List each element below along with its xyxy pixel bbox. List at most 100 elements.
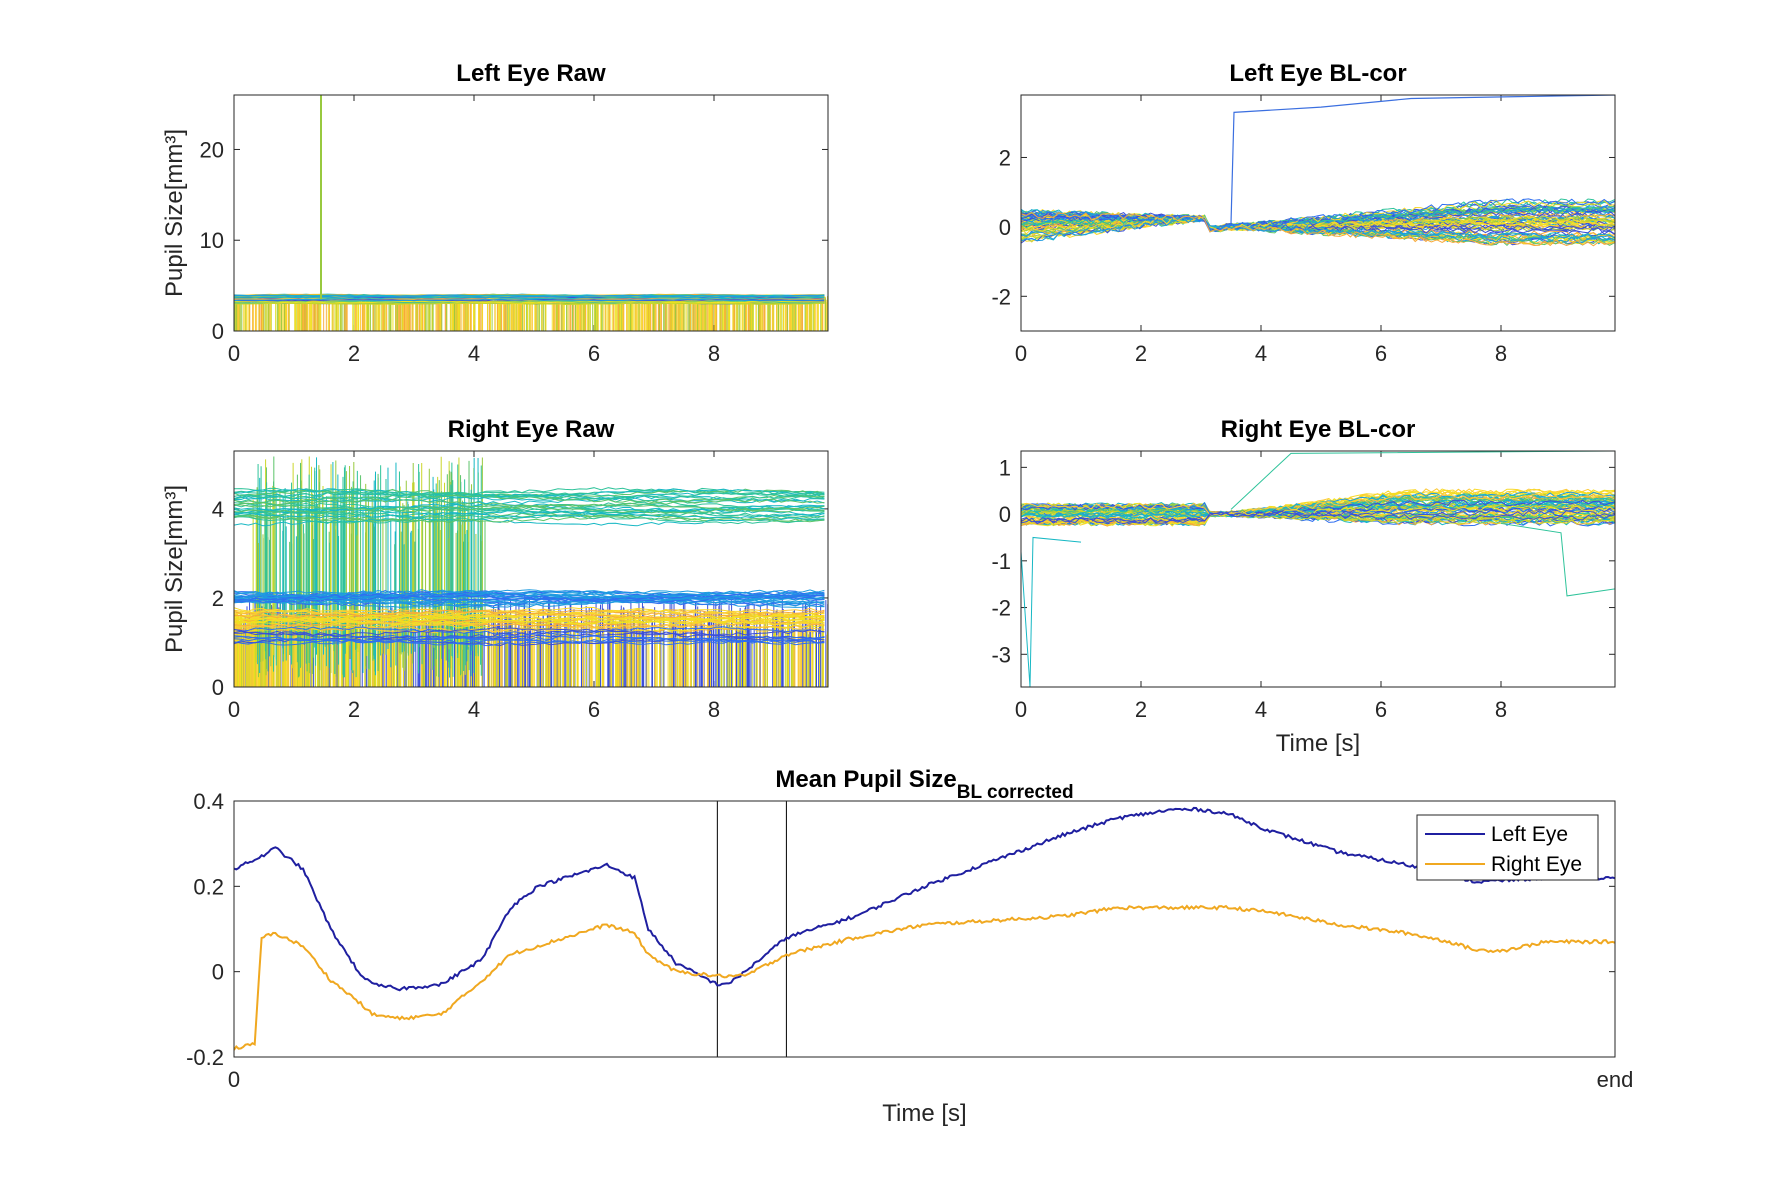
trace-line: [1021, 214, 1615, 239]
trace-line: [234, 505, 825, 514]
legend: Left Eye Right Eye: [1416, 814, 1599, 881]
trace-line: [1021, 216, 1615, 239]
traces: [234, 456, 828, 687]
chart-title: Right Eye Raw: [448, 416, 615, 443]
y-axis-label: Pupil Size[mm³]: [161, 485, 188, 653]
legend-box: [1416, 814, 1599, 881]
trace-line: [234, 610, 825, 620]
trace-line: [234, 623, 825, 634]
trace-line: [234, 488, 825, 498]
plot-area: [1021, 95, 1615, 331]
trace-line: [234, 300, 825, 304]
x-tick-label: 0: [228, 341, 240, 366]
trace-line: [1021, 207, 1615, 238]
trace-line: [234, 294, 825, 298]
trace-line: [234, 593, 825, 604]
trace-line: [234, 624, 825, 634]
chart-title-subscript: BL corrected: [957, 782, 1074, 803]
trace-line: [234, 298, 825, 302]
trace-line: [1021, 199, 1615, 235]
x-tick-label: 4: [468, 341, 480, 366]
trace-line: [1021, 491, 1615, 518]
x-tick-label: 0: [1015, 697, 1027, 722]
y-tick-label: 0: [212, 960, 224, 985]
x-tick-label: 2: [1135, 341, 1147, 366]
trace-outlier: [1500, 522, 1615, 597]
x-tick-label: 6: [588, 697, 600, 722]
trace-line: [234, 491, 825, 501]
trace-line: [234, 609, 825, 619]
x-tick-label: 2: [348, 697, 360, 722]
x-tick-label: 6: [1375, 697, 1387, 722]
x-tick-label: end: [1597, 1067, 1634, 1092]
y-tick-label: 1: [999, 455, 1011, 480]
subplot-left-eye-blcor: Left Eye BL-cor 0 2 4 6 8 -2 0 2: [991, 60, 1616, 366]
trace-line: [1021, 503, 1615, 517]
trace-outlier: [1218, 95, 1615, 228]
x-tick-label: 8: [708, 341, 720, 366]
trace-line: [1021, 211, 1615, 247]
trace-line: [234, 517, 825, 527]
y-tick-label: 20: [200, 137, 224, 162]
x-tick-label: 8: [708, 697, 720, 722]
trace-line: [234, 296, 825, 300]
y-tick-label: 0: [212, 319, 224, 344]
x-tick-label: 6: [588, 341, 600, 366]
y-tick-label: 4: [212, 497, 224, 522]
y-tick-label: 0: [212, 675, 224, 700]
chart-title: Mean Pupil SizeBL corrected: [775, 766, 1073, 803]
trace-line: [234, 294, 825, 297]
y-tick-label: 0: [999, 502, 1011, 527]
x-tick-label: 0: [228, 697, 240, 722]
subplot-left-eye-raw: Left Eye Raw 0 2 4 6 8 0 10 20 Pupil Size[mm³]: [161, 60, 829, 366]
trace-line: [234, 508, 825, 519]
trace-line: [234, 590, 825, 599]
y-tick-label: -2: [991, 284, 1011, 309]
trace-line: [234, 507, 825, 517]
trace-line: [234, 510, 825, 519]
y-tick-label: -2: [991, 596, 1011, 621]
trace-outlier: [1230, 451, 1615, 510]
chart-title: Right Eye BL-cor: [1221, 416, 1416, 443]
trace-outlier: [1021, 536, 1082, 687]
traces: [234, 95, 828, 331]
subplot-right-eye-raw: Right Eye Raw 0 2 4 6 8 0 2 4 Pupil Size[mm³]: [161, 416, 829, 722]
x-tick-label: 2: [348, 341, 360, 366]
y-tick-label: -0.2: [186, 1045, 224, 1070]
x-tick-label: 6: [1375, 341, 1387, 366]
axes-frame: [233, 800, 1616, 1058]
trace-line: [1021, 511, 1615, 525]
subplot-right-eye-blcor: Right Eye BL-cor 0 2 4 6 8 -3 -2 -1 0 1 Time [s]: [991, 416, 1616, 757]
y-tick-label: 2: [999, 145, 1011, 170]
y-axis-label: Pupil Size[mm³]: [161, 129, 188, 297]
trace-line: [234, 498, 825, 508]
plot-area: [234, 801, 1615, 1057]
y-tick-label: 10: [200, 228, 224, 253]
x-tick-label: 2: [1135, 697, 1147, 722]
legend-label: Left Eye: [1491, 823, 1568, 846]
trace-line: [1021, 501, 1615, 520]
trace-line: [1021, 216, 1615, 242]
y-tick-label: 0.2: [193, 874, 224, 899]
axes-frame: [1020, 94, 1616, 332]
trace-line: [234, 503, 825, 513]
trace-line: [1021, 493, 1615, 516]
x-tick-label: 8: [1495, 341, 1507, 366]
trace-line: [234, 633, 825, 643]
x-tick-label: 4: [1255, 341, 1267, 366]
legend-label: Right Eye: [1491, 853, 1582, 876]
traces: [1021, 95, 1615, 247]
x-axis-label: Time [s]: [882, 1100, 966, 1127]
trace-line: [1021, 500, 1615, 517]
y-tick-label: -3: [991, 642, 1011, 667]
x-tick-label: 8: [1495, 697, 1507, 722]
series-line-left-eye: [234, 806, 1615, 992]
trace-line: [234, 627, 825, 636]
trace-line: [234, 490, 825, 500]
plot-area: [1021, 451, 1615, 687]
chart-title: Left Eye Raw: [456, 60, 606, 87]
traces: [1021, 451, 1615, 687]
trace-line: [234, 509, 825, 519]
